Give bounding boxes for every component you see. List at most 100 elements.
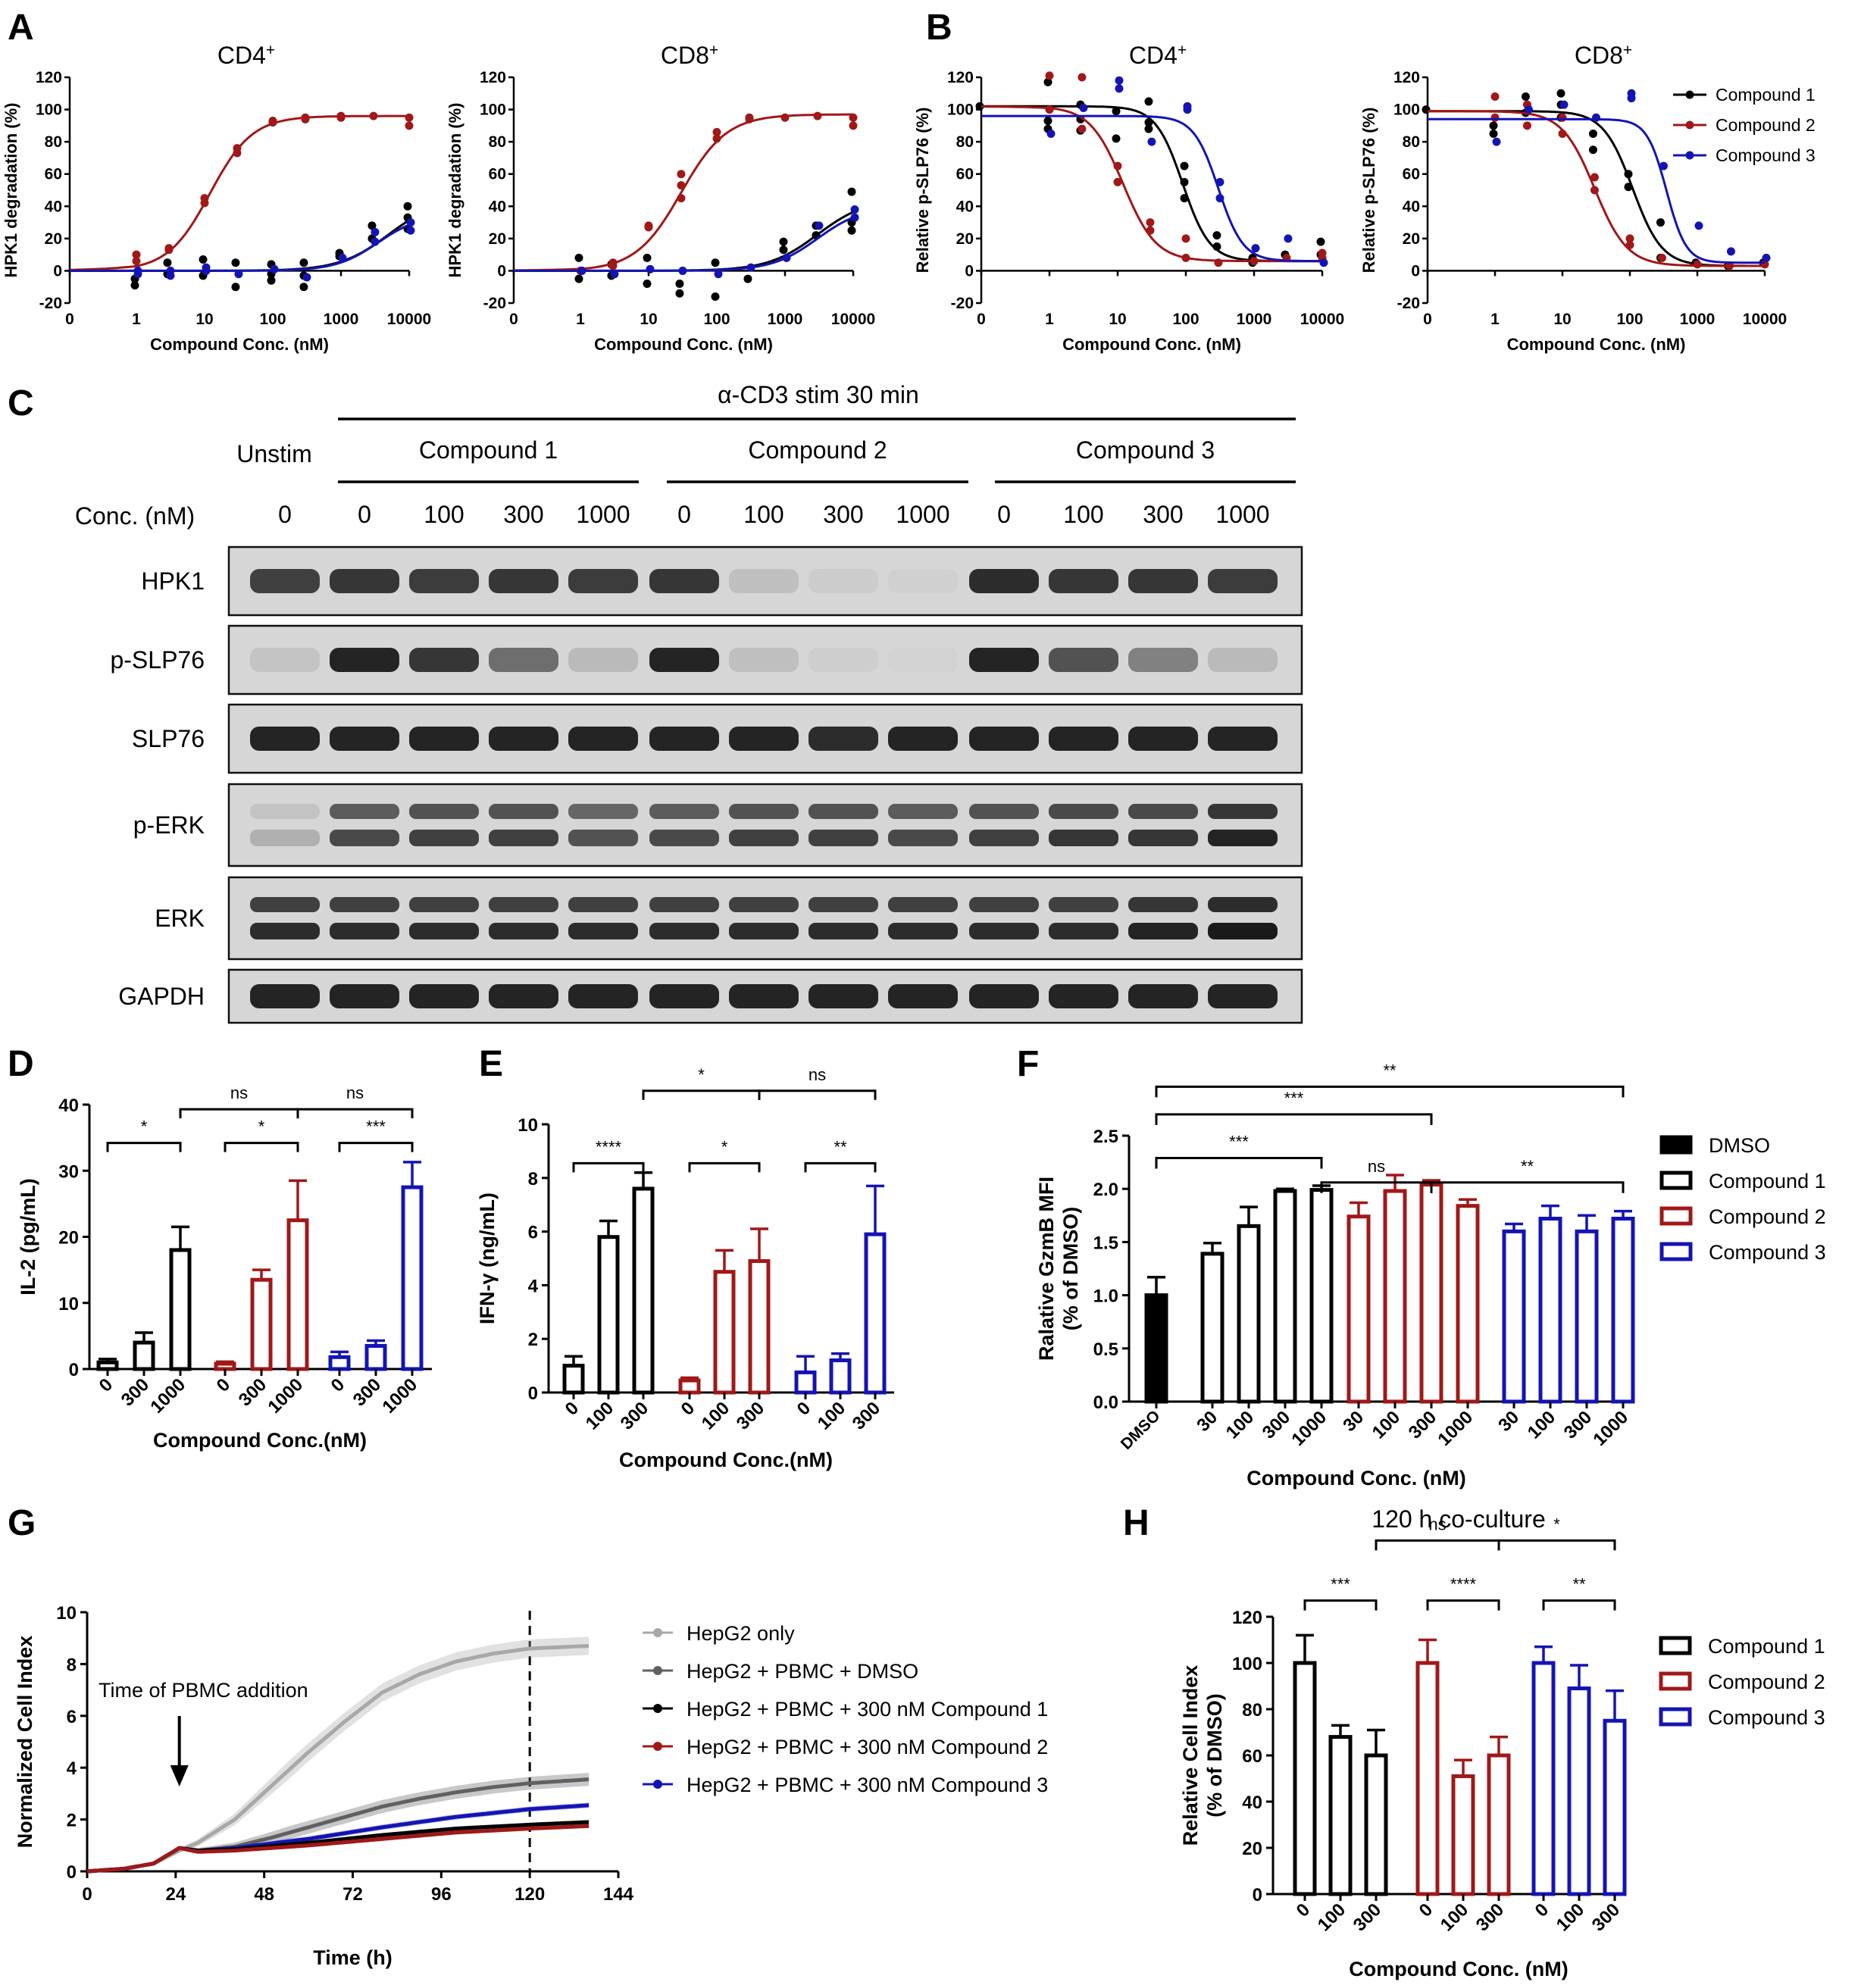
data-point	[337, 114, 346, 122]
data-point	[712, 292, 720, 301]
significance-label: ****	[1450, 1575, 1477, 1594]
chart-title-sup: +	[1178, 42, 1187, 59]
panel-label-h: H	[1123, 1503, 1149, 1543]
x-tick-label: 1000	[324, 311, 359, 328]
band	[1208, 569, 1278, 593]
band-upper	[1208, 897, 1278, 912]
x-tick-label: 1000	[1434, 1407, 1477, 1450]
legend-marker	[653, 1780, 662, 1789]
x-tick-label: 300	[733, 1398, 768, 1433]
bar	[330, 1357, 349, 1369]
bar	[1504, 1231, 1524, 1402]
bar	[1453, 1776, 1473, 1894]
band	[809, 727, 878, 751]
x-axis-label: Compound Conc.(nM)	[619, 1449, 833, 1471]
data-point	[848, 188, 856, 196]
significance-label: ns	[1368, 1157, 1385, 1176]
chart-title-base: CD8	[1575, 42, 1623, 69]
y-tick-label: 60	[45, 166, 62, 183]
y-axis-label-2: (% of DMSO)	[1059, 1207, 1082, 1330]
y-tick-label: 20	[1403, 230, 1420, 248]
significance-bracket	[1321, 1183, 1431, 1193]
y-tick-label: 60	[489, 166, 506, 183]
x-tick-label: 10000	[831, 311, 875, 328]
significance-label: **	[834, 1137, 847, 1156]
band-lower	[809, 923, 878, 939]
significance-label: ns	[1428, 1514, 1446, 1533]
band	[1208, 727, 1278, 751]
x-tick-label: 0	[977, 311, 986, 328]
band	[729, 984, 799, 1008]
chart-title: CD8+	[661, 42, 718, 70]
band-upper	[330, 804, 399, 819]
data-point	[133, 257, 141, 265]
significance-label: ***	[366, 1117, 386, 1136]
x-tick-label: 10	[1109, 311, 1126, 328]
band	[1128, 569, 1198, 593]
legend-label: Compound 1	[1709, 1170, 1826, 1192]
blot-membrane	[229, 784, 1302, 866]
band-lower	[969, 923, 1039, 939]
data-point	[745, 115, 753, 123]
data-point	[1214, 258, 1222, 267]
y-tick-label: 0.5	[1093, 1339, 1118, 1360]
data-point	[743, 275, 752, 283]
data-point	[407, 218, 415, 227]
band	[250, 569, 320, 593]
lane-conc-label: 0	[997, 501, 1011, 528]
annotation-arrow-head	[170, 1765, 189, 1786]
y-tick-label: 120	[1393, 69, 1420, 86]
y-tick-label: 120	[480, 69, 506, 86]
legend-label: Compound 3	[1709, 1241, 1826, 1264]
x-tick-label: 0	[1531, 1899, 1553, 1921]
fit-curve-1	[514, 212, 853, 271]
band-upper	[409, 804, 479, 819]
x-tick-label: 0	[65, 311, 74, 328]
data-point	[1212, 242, 1221, 251]
band-upper	[809, 804, 878, 819]
band-lower	[250, 923, 320, 939]
y-tick-label: 8	[528, 1169, 538, 1189]
data-point	[712, 258, 720, 267]
y-tick-label: 120	[1232, 1608, 1262, 1628]
y-tick-label: 10	[58, 1294, 79, 1314]
data-point	[407, 227, 415, 235]
data-point	[1144, 97, 1153, 105]
band	[729, 569, 799, 593]
data-point	[1626, 241, 1634, 249]
data-point	[677, 181, 685, 189]
band	[1049, 984, 1118, 1008]
data-point	[1590, 173, 1599, 181]
band	[489, 727, 558, 751]
x-axis-label: Compound Conc. (nM)	[1349, 1958, 1568, 1980]
y-tick-label: 0	[528, 1383, 538, 1404]
significance-bracket	[1305, 1601, 1376, 1611]
lane-conc-label: 1000	[576, 501, 630, 528]
bar	[565, 1366, 583, 1393]
lane-conc-label: 300	[503, 501, 543, 528]
chart-title-sup: +	[709, 42, 718, 59]
band	[250, 727, 320, 751]
x-tick-label: 100	[698, 1398, 733, 1433]
y-tick-label: 1.0	[1093, 1286, 1118, 1307]
band	[330, 984, 399, 1008]
significance-label: *	[721, 1137, 728, 1156]
group-label: Compound 1	[419, 436, 558, 464]
data-point	[1317, 238, 1325, 246]
band	[1128, 984, 1198, 1008]
significance-bracket	[108, 1143, 180, 1152]
band	[409, 648, 479, 672]
bar	[680, 1380, 699, 1393]
data-point	[815, 221, 823, 230]
data-point	[1184, 105, 1192, 114]
data-point	[1560, 101, 1569, 109]
band	[1049, 727, 1118, 751]
band-lower	[489, 923, 558, 939]
data-point	[1182, 254, 1190, 262]
bar	[750, 1261, 768, 1393]
x-tick-label: 30	[1193, 1407, 1221, 1436]
x-tick-label: 0	[561, 1398, 583, 1420]
data-point	[163, 258, 171, 267]
y-tick-label: 120	[36, 69, 62, 86]
y-tick-label: 8	[67, 1655, 77, 1675]
